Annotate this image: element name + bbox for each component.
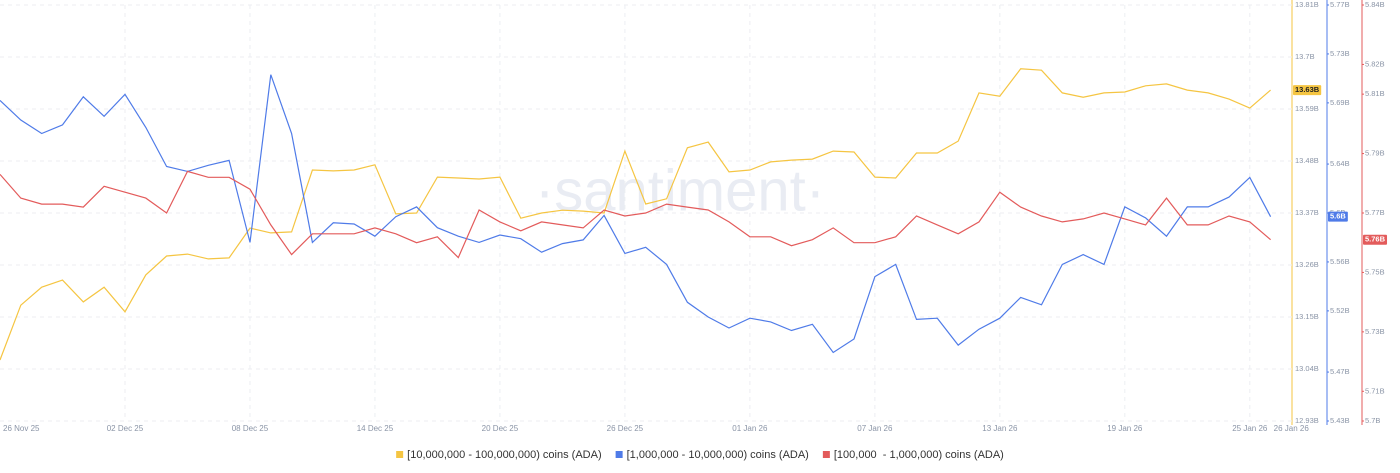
y-tick-label: 5.84B	[1365, 0, 1385, 9]
y-tick-label: 5.71B	[1365, 386, 1385, 395]
value-badge-label: 5.76B	[1365, 235, 1386, 244]
y-tick-label: 13.15B	[1295, 312, 1319, 321]
x-tick-label: 25 Jan 26	[1232, 424, 1268, 433]
y-tick-label: 13.04B	[1295, 364, 1319, 373]
y-tick-label: 13.7B	[1295, 52, 1315, 61]
x-tick-label: 20 Dec 25	[482, 424, 519, 433]
value-badge	[1328, 211, 1348, 222]
legend-label: [1,000,000 - 10,000,000) coins (ADA)	[627, 449, 809, 461]
series-line	[0, 74, 1272, 354]
x-tick-label: 01 Jan 26	[732, 424, 768, 433]
y-tick-label: 5.7B	[1365, 416, 1380, 425]
value-badge	[1293, 85, 1322, 96]
legend-label: [10,000,000 - 100,000,000) coins (ADA)	[407, 449, 601, 461]
y-tick-label: 5.82B	[1365, 59, 1385, 68]
y-tick-label: 13.59B	[1295, 104, 1319, 113]
y-tick-label: 5.56B	[1330, 257, 1350, 266]
series-line	[0, 68, 1271, 361]
x-tick-label: 08 Dec 25	[232, 424, 269, 433]
y-tick-label: 5.77B	[1330, 0, 1350, 9]
x-tick-label: 13 Jan 26	[982, 424, 1018, 433]
y-tick-label: 13.37B	[1295, 208, 1319, 217]
y-tick-label: 5.69B	[1330, 98, 1350, 107]
watermark: ·santiment·	[535, 158, 825, 223]
y-tick-label: 5.47B	[1330, 367, 1350, 376]
y-tick-label: 5.64B	[1330, 159, 1350, 168]
x-tick-label: 07 Jan 26	[857, 424, 893, 433]
legend-swatch	[615, 451, 623, 458]
x-tick-label: 19 Jan 26	[1107, 424, 1143, 433]
legend-swatch	[396, 451, 404, 458]
x-tick-label: 14 Dec 25	[357, 424, 394, 433]
y-tick-label: 5.73B	[1330, 49, 1350, 58]
y-tick-label: 13.81B	[1295, 0, 1319, 9]
y-tick-label: 13.26B	[1295, 260, 1319, 269]
y-tick-label: 13.48B	[1295, 156, 1319, 165]
y-tick-label: 5.77B	[1365, 208, 1385, 217]
legend-swatch	[822, 451, 830, 458]
x-tick-label: 26 Dec 25	[607, 424, 644, 433]
x-tick-label: 26 Jan 26	[1274, 424, 1310, 433]
value-badge-label: 5.6B	[1330, 212, 1346, 221]
x-tick-label: 26 Nov 25	[3, 424, 40, 433]
y-tick-label: 5.75B	[1365, 267, 1385, 276]
x-tick-label: 02 Dec 25	[107, 424, 144, 433]
y-tick-label: 5.52B	[1330, 306, 1350, 315]
y-tick-label: 12.93B	[1295, 416, 1319, 425]
legend-label: [100,000 - 1,000,000) coins (ADA)	[834, 449, 1004, 461]
value-badge-label: 13.63B	[1295, 85, 1320, 94]
y-tick-label: 5.43B	[1330, 416, 1350, 425]
y-tick-label: 5.79B	[1365, 149, 1385, 158]
y-tick-label: 5.81B	[1365, 89, 1385, 98]
value-badge	[1363, 234, 1388, 245]
y-tick-label: 5.73B	[1365, 327, 1385, 336]
series-line	[0, 170, 1271, 259]
